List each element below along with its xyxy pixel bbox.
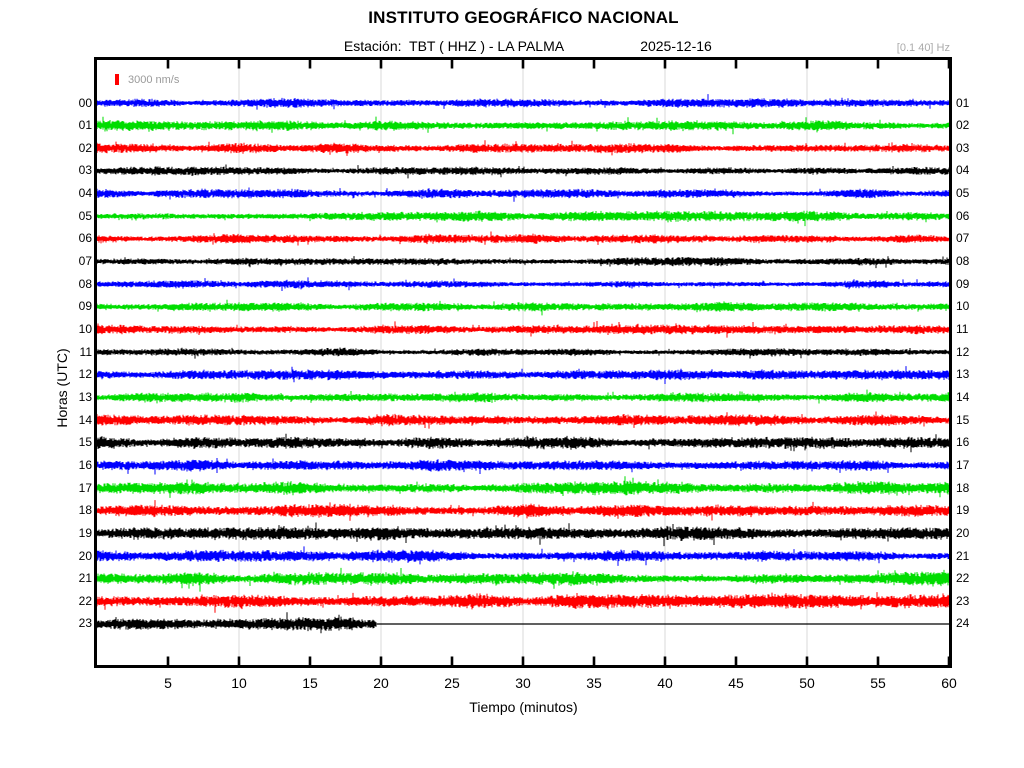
hour-label-right-05: 05 <box>956 186 970 201</box>
hour-label-right-01: 01 <box>956 95 970 110</box>
hour-label-left-04: 04 <box>78 186 92 201</box>
hour-label-left-09: 09 <box>78 299 92 314</box>
hour-label-right-03: 03 <box>956 140 970 155</box>
x-tick-label-35: 35 <box>586 675 602 691</box>
x-tick-label-15: 15 <box>302 675 318 691</box>
x-tick-label-45: 45 <box>728 675 744 691</box>
hour-label-right-04: 04 <box>956 163 970 178</box>
hour-label-left-08: 08 <box>78 276 92 291</box>
hour-label-left-10: 10 <box>78 322 92 337</box>
x-tick-label-10: 10 <box>231 675 247 691</box>
plot-frame <box>94 57 952 668</box>
hour-label-left-18: 18 <box>78 503 92 518</box>
x-axis-label: Tiempo (minutos) <box>469 699 578 715</box>
hour-label-left-16: 16 <box>78 457 92 472</box>
hour-label-right-12: 12 <box>956 344 970 359</box>
station-label: Estación: TBT ( HHZ ) - LA PALMA <box>343 38 565 54</box>
scale-label: 3000 nm/s <box>128 74 180 86</box>
hour-label-left-05: 05 <box>78 208 92 223</box>
hour-label-left-01: 01 <box>78 118 92 133</box>
hour-label-left-12: 12 <box>78 367 92 382</box>
filter-band-label: [0.1 40] Hz <box>896 42 950 54</box>
seismo-trace-hour-23 <box>96 612 377 634</box>
x-tick-label-20: 20 <box>373 675 389 691</box>
date-label: 2025-12-16 <box>640 38 712 54</box>
hour-label-left-17: 17 <box>78 480 92 495</box>
hour-label-right-06: 06 <box>956 208 970 223</box>
hour-label-right-10: 10 <box>956 299 970 314</box>
x-tick-label-5: 5 <box>164 675 172 691</box>
hour-label-right-22: 22 <box>956 571 970 586</box>
page-title: INSTITUTO GEOGRÁFICO NACIONAL <box>368 8 679 27</box>
hour-label-left-14: 14 <box>78 412 92 427</box>
hour-label-right-08: 08 <box>956 254 970 269</box>
hour-label-left-15: 15 <box>78 435 92 450</box>
x-tick-label-40: 40 <box>657 675 673 691</box>
hour-label-right-18: 18 <box>956 480 970 495</box>
hour-label-right-23: 23 <box>956 593 970 608</box>
hour-label-right-16: 16 <box>956 435 970 450</box>
hour-label-left-03: 03 <box>78 163 92 178</box>
hour-label-left-23: 23 <box>78 616 92 631</box>
hour-label-right-11: 11 <box>956 322 969 337</box>
hour-label-left-19: 19 <box>78 525 92 540</box>
x-tick-label-60: 60 <box>941 675 957 691</box>
x-tick-label-25: 25 <box>444 675 460 691</box>
hour-label-right-13: 13 <box>956 367 970 382</box>
hour-label-right-21: 21 <box>956 548 970 563</box>
hour-label-right-17: 17 <box>956 457 970 472</box>
hour-label-right-07: 07 <box>956 231 970 246</box>
x-tick-label-30: 30 <box>515 675 531 691</box>
hour-label-right-02: 02 <box>956 118 970 133</box>
hour-label-right-19: 19 <box>956 503 970 518</box>
hour-label-left-21: 21 <box>78 571 92 586</box>
hour-label-right-24: 24 <box>956 616 970 631</box>
hour-label-left-07: 07 <box>78 254 92 269</box>
hour-label-left-00: 00 <box>78 95 92 110</box>
hour-label-left-22: 22 <box>78 593 92 608</box>
scale-marker-icon <box>115 74 119 85</box>
x-tick-label-50: 50 <box>799 675 815 691</box>
hour-label-right-14: 14 <box>956 389 970 404</box>
hour-label-left-11: 11 <box>79 344 92 359</box>
hour-label-left-06: 06 <box>78 231 92 246</box>
x-tick-label-55: 55 <box>870 675 886 691</box>
hour-label-left-02: 02 <box>78 140 92 155</box>
hour-label-left-13: 13 <box>78 389 92 404</box>
hour-label-left-20: 20 <box>78 548 92 563</box>
hour-label-right-20: 20 <box>956 525 970 540</box>
hour-label-right-15: 15 <box>956 412 970 427</box>
hour-label-right-09: 09 <box>956 276 970 291</box>
